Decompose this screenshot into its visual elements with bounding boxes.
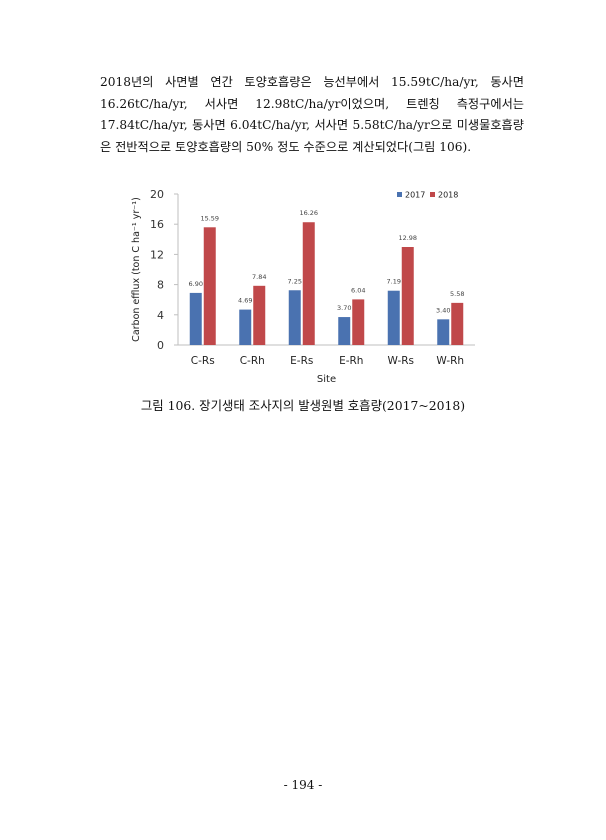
data-label: 5.58: [450, 290, 464, 298]
bar-2017-E-Rs: [288, 290, 301, 345]
x-tick-label: E-Rh: [339, 355, 363, 367]
legend-label: 2018: [438, 191, 458, 200]
y-tick-label: 20: [150, 188, 164, 201]
page-number: - 194 -: [283, 778, 323, 792]
data-label: 3.70: [337, 304, 351, 312]
carbon-efflux-bar-chart: 0 4 8 12 16 20 Carbon efflux (ton C ha⁻¹ yr⁻¹)…: [131, 188, 475, 385]
legend-swatch-2017: [397, 192, 402, 197]
data-label: 15.59: [200, 214, 219, 222]
x-tick-label: C-Rh: [240, 355, 265, 367]
bar-2018-C-Rh: [253, 285, 266, 345]
bar-2017-E-Rh: [338, 317, 351, 345]
x-tick-label: C-Rs: [191, 355, 215, 367]
y-tick-label: 8: [157, 279, 164, 292]
bar-2017-C-Rh: [239, 309, 252, 345]
legend-label: 2017: [405, 191, 425, 200]
bar-2017-W-Rh: [437, 319, 450, 345]
bar-2018-E-Rs: [302, 222, 315, 345]
bar-2018-W-Rh: [451, 302, 464, 345]
bar-2017-W-Rs: [387, 290, 400, 345]
data-label: 6.90: [189, 280, 203, 288]
y-axis-label: Carbon efflux (ton C ha⁻¹ yr⁻¹): [131, 197, 142, 342]
bar-2018-C-Rs: [203, 227, 216, 345]
bar-2017-C-Rs: [189, 292, 202, 345]
bar-2018-W-Rs: [401, 247, 414, 345]
y-tick-label: 0: [157, 339, 164, 352]
x-tick-label: W-Rh: [436, 355, 464, 367]
figure-106: 0 4 8 12 16 20 Carbon efflux (ton C ha⁻¹ yr⁻¹)…: [125, 182, 485, 392]
data-label: 7.19: [387, 278, 401, 286]
legend-swatch-2018: [430, 192, 435, 197]
data-label: 6.04: [351, 286, 365, 294]
y-tick-label: 12: [150, 248, 164, 261]
data-label: 7.84: [252, 273, 266, 281]
body-paragraph: 2018년의 사면별 연간 토양호흡량은 능선부에서 15.59tC/ha/yr…: [100, 72, 524, 158]
data-label: 7.25: [288, 277, 302, 285]
x-tick-label: W-Rs: [387, 355, 414, 367]
bar-2018-E-Rh: [352, 299, 365, 345]
figure-caption: 그림 106. 장기생태 조사지의 발생원별 호흡량(2017~2018): [140, 398, 466, 413]
x-tick-label: E-Rs: [290, 355, 313, 367]
data-label: 12.98: [398, 234, 417, 242]
x-axis-label: Site: [317, 374, 336, 385]
y-tick-label: 4: [157, 309, 164, 322]
data-label: 4.69: [238, 297, 252, 305]
paragraph-text: 2018년의 사면별 연간 토양호흡량은 능선부에서 15.59tC/ha/yr…: [100, 75, 524, 154]
y-tick-label: 16: [150, 218, 164, 231]
data-label: 16.26: [299, 209, 318, 217]
data-label: 3.40: [436, 306, 450, 314]
